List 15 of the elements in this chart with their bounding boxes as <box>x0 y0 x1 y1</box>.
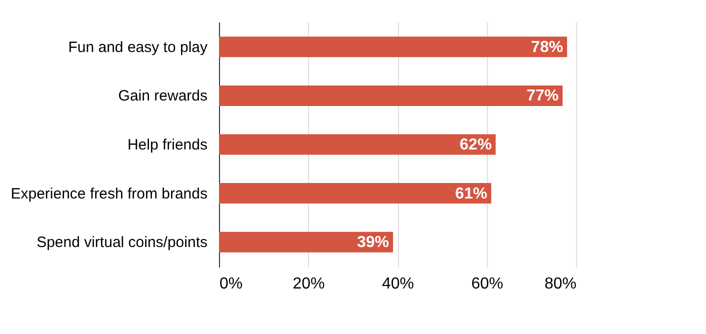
x-tick-label: 60% <box>471 276 504 292</box>
x-tick-label: 80% <box>544 276 576 292</box>
y-tick-label: Help friends <box>127 136 208 154</box>
x-tick-label: 40% <box>382 276 414 292</box>
data-label: 39% <box>357 234 390 252</box>
data-label: 61% <box>455 185 488 202</box>
y-tick-label: Fun and easy to play <box>68 38 208 56</box>
x-tick-label: 0% <box>220 276 243 292</box>
data-label: 77% <box>526 88 559 105</box>
y-tick-label: Gain rewards <box>118 88 208 105</box>
data-label: 78% <box>531 38 564 56</box>
y-tick-label: Experience fresh from brands <box>10 185 208 202</box>
y-tick-label: Spend virtual coins/points <box>36 234 208 252</box>
x-tick-label: 20% <box>292 276 325 292</box>
data-label: 62% <box>460 136 492 154</box>
